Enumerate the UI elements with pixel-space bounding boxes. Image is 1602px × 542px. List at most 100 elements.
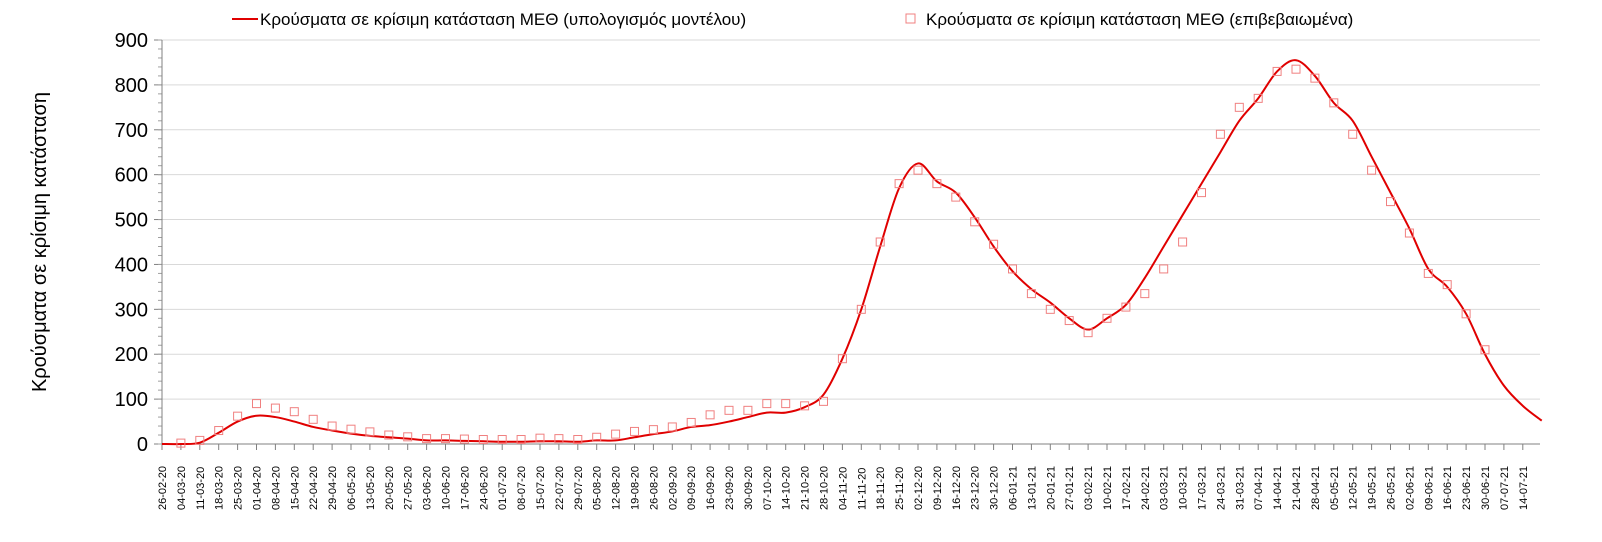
x-tick-label: 06-01-21 bbox=[1008, 466, 1020, 510]
confirmed-data-point bbox=[894, 179, 904, 189]
confirmed-data-point bbox=[289, 407, 299, 417]
y-tick-label: 0 bbox=[137, 434, 148, 456]
confirmed-data-point bbox=[1442, 280, 1452, 290]
confirmed-data-point bbox=[195, 435, 205, 445]
legend-label-model: Κρούσματα σε κρίσιμη κατάσταση ΜΕΘ (υπολ… bbox=[260, 10, 746, 29]
x-tick-label: 21-10-20 bbox=[800, 466, 812, 510]
x-tick-label: 02-12-20 bbox=[913, 466, 925, 510]
x-tick-label: 14-10-20 bbox=[781, 466, 793, 510]
confirmed-data-point bbox=[1310, 73, 1320, 83]
x-tick-label: 04-11-20 bbox=[837, 467, 849, 510]
confirmed-data-point bbox=[384, 430, 394, 440]
confirmed-data-point bbox=[875, 237, 885, 247]
confirmed-data-point bbox=[422, 434, 432, 444]
x-tick-label: 23-09-20 bbox=[724, 466, 736, 510]
confirmed-data-point bbox=[1291, 64, 1301, 74]
confirmed-data-point bbox=[648, 425, 658, 435]
x-tick-label: 07-04-21 bbox=[1253, 466, 1265, 510]
x-tick-label: 09-06-21 bbox=[1423, 466, 1435, 510]
x-tick-label: 17-06-20 bbox=[459, 466, 471, 510]
x-tick-label: 12-08-20 bbox=[611, 466, 623, 510]
x-tick-label: 09-09-20 bbox=[686, 466, 698, 510]
legend-label-confirmed: Κρούσματα σε κρίσιμη κατάσταση ΜΕΘ (επιβ… bbox=[926, 10, 1353, 29]
y-tick-label: 900 bbox=[115, 30, 148, 52]
gridlines bbox=[162, 39, 1540, 400]
x-tick-label: 07-10-20 bbox=[762, 466, 774, 510]
x-tick-label: 20-01-21 bbox=[1045, 466, 1057, 510]
x-tick-label: 07-07-21 bbox=[1499, 466, 1511, 510]
x-tick-label: 08-04-20 bbox=[270, 466, 282, 510]
confirmed-data-point bbox=[573, 435, 583, 445]
x-tick-label: 23-12-20 bbox=[970, 466, 982, 510]
confirmed-data-point bbox=[403, 432, 413, 442]
x-tick-label: 08-07-20 bbox=[516, 466, 528, 510]
confirmed-data-point bbox=[630, 426, 639, 436]
confirmed-data-point bbox=[819, 396, 828, 406]
y-tick-label: 300 bbox=[115, 299, 148, 321]
confirmed-data-point bbox=[1272, 66, 1282, 76]
x-tick-label: 30-06-21 bbox=[1480, 466, 1492, 510]
confirmed-data-point bbox=[1404, 228, 1414, 238]
confirmed-data-point bbox=[176, 438, 186, 448]
x-tick-label: 27-01-21 bbox=[1064, 466, 1076, 510]
x-tick-label: 05-05-21 bbox=[1329, 466, 1341, 510]
x-tick-label: 25-03-20 bbox=[233, 466, 245, 510]
confirmed-data-point bbox=[478, 435, 488, 445]
confirmed-data-point bbox=[214, 426, 224, 436]
x-tick-label: 21-04-21 bbox=[1291, 466, 1303, 510]
confirmed-data-point bbox=[724, 405, 734, 415]
confirmed-data-point bbox=[1215, 129, 1225, 139]
confirmed-data-point bbox=[970, 217, 980, 227]
x-tick-label: 28-10-20 bbox=[819, 466, 831, 510]
x-tick-label: 02-06-21 bbox=[1404, 466, 1416, 510]
x-tick-label: 24-03-21 bbox=[1215, 466, 1227, 510]
confirmed-data-point bbox=[1102, 313, 1112, 323]
confirmed-data-point bbox=[837, 354, 847, 364]
confirmed-data-point bbox=[989, 239, 999, 249]
x-tick-label: 13-05-20 bbox=[365, 466, 377, 510]
y-tick-label: 100 bbox=[115, 389, 148, 411]
confirmed-data-point bbox=[270, 403, 280, 413]
x-tick-label: 11-11-20 bbox=[856, 468, 868, 510]
confirmed-data-point bbox=[1386, 197, 1395, 207]
confirmed-data-point bbox=[762, 399, 772, 409]
confirmed-data-point bbox=[951, 192, 961, 202]
x-tick-label: 12-05-21 bbox=[1348, 466, 1360, 510]
y-axis-label: Κρούσματα σε κρίσιμη κατάσταση bbox=[29, 92, 51, 392]
x-tick-label: 30-09-20 bbox=[743, 466, 755, 510]
y-tick-label: 700 bbox=[115, 120, 148, 142]
confirmed-data-point bbox=[1064, 316, 1074, 326]
confirmed-data-point bbox=[1008, 264, 1017, 274]
confirmed-data-point bbox=[611, 429, 621, 439]
confirmed-data-point bbox=[1367, 165, 1377, 175]
x-tick-label: 14-04-21 bbox=[1272, 466, 1284, 510]
confirmed-data-point bbox=[516, 435, 526, 445]
x-tick-label: 27-05-20 bbox=[403, 466, 415, 510]
confirmed-data-point bbox=[913, 165, 923, 175]
x-tick-label: 03-03-21 bbox=[1159, 466, 1171, 510]
x-tick-label: 30-12-20 bbox=[989, 466, 1001, 510]
x-tick-label: 15-04-20 bbox=[289, 466, 301, 510]
x-tick-label: 03-02-21 bbox=[1083, 466, 1095, 510]
x-tick-label: 23-06-21 bbox=[1461, 466, 1473, 510]
confirmed-data-point bbox=[1159, 264, 1169, 274]
x-tick-label: 29-07-20 bbox=[573, 466, 585, 510]
confirmed-data-point bbox=[365, 427, 375, 437]
x-tick-label: 14-07-21 bbox=[1518, 466, 1530, 510]
x-tick-label: 17-02-21 bbox=[1121, 466, 1133, 510]
x-tick-label: 11-03-20 bbox=[195, 467, 207, 510]
confirmed-data-point bbox=[781, 399, 791, 409]
confirmed-data-point bbox=[308, 414, 318, 424]
confirmed-data-point bbox=[1461, 309, 1471, 319]
model-series-line bbox=[161, 59, 1543, 446]
confirmed-data-point bbox=[1197, 188, 1206, 198]
x-tick-label: 29-04-20 bbox=[327, 466, 339, 510]
x-tick-label: 26-02-20 bbox=[157, 466, 169, 510]
confirmed-data-point bbox=[686, 417, 696, 427]
confirmed-data-point bbox=[743, 405, 753, 415]
confirmed-data-point bbox=[1329, 98, 1339, 108]
y-tick-label: 200 bbox=[115, 344, 148, 366]
x-axis: 26-02-20 04-03-20 11-03-20 18-03-20 25-03-20… bbox=[157, 443, 1540, 510]
x-tick-label: 16-09-20 bbox=[705, 466, 717, 510]
